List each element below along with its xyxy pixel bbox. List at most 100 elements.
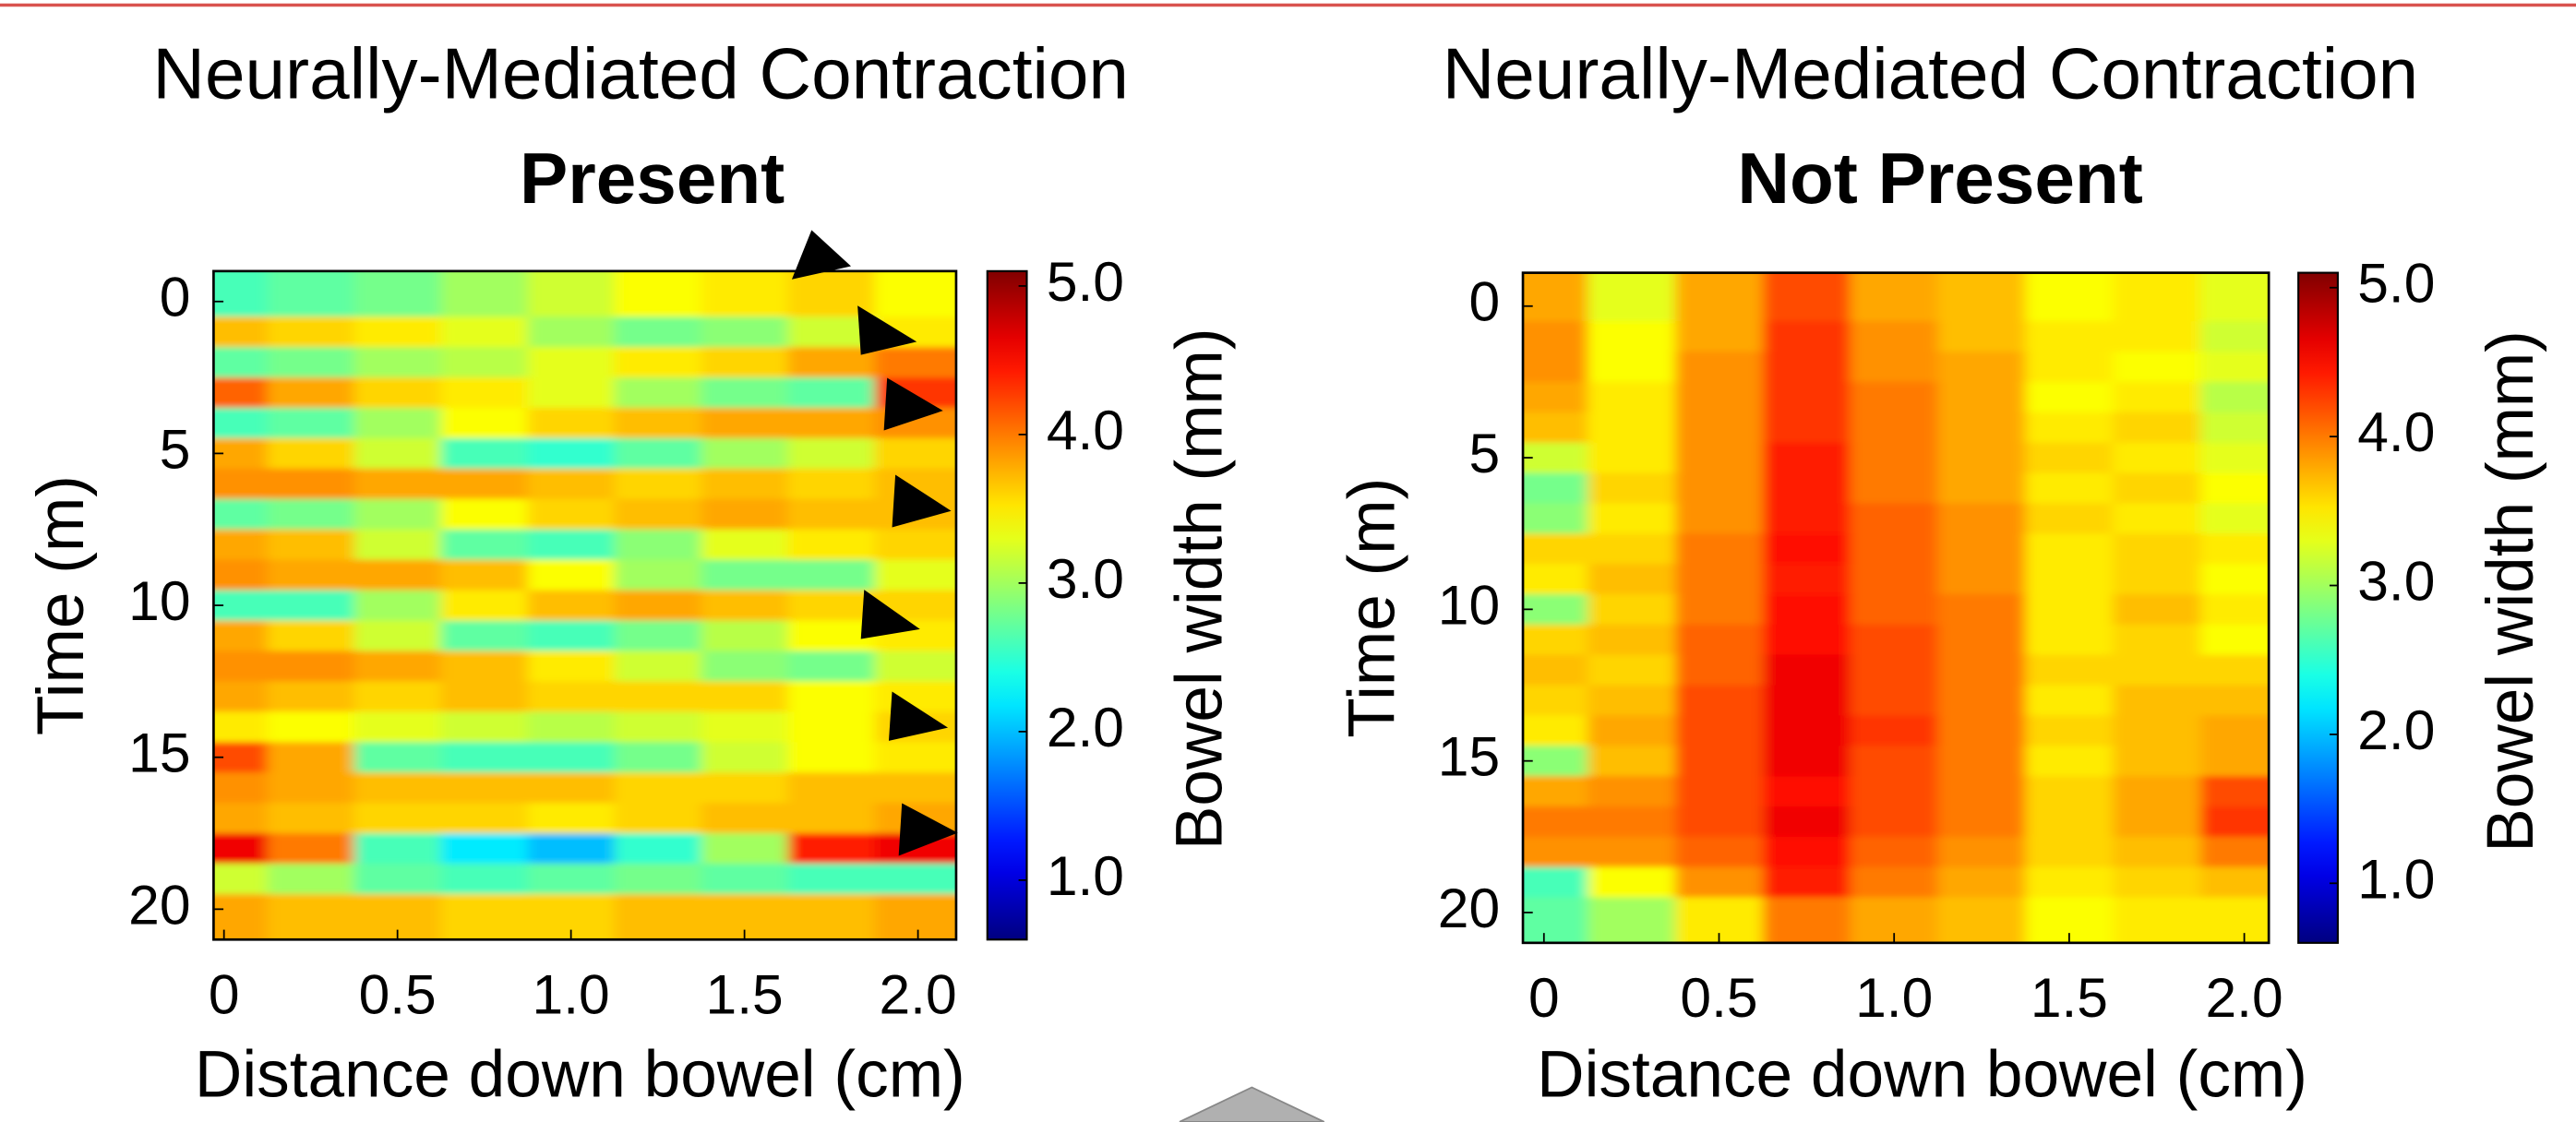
heat-cell [440,408,529,439]
heat-cell [787,498,876,531]
heat-cell [614,651,702,683]
chart-subtitle: Present [520,137,785,219]
heat-cell [1937,836,2027,868]
colorbar [2297,271,2339,944]
heat-cell [353,590,442,622]
heat-cell [267,651,355,683]
heat-cell [1762,503,1851,535]
heat-cell [1523,897,1589,943]
heat-cell [1850,593,1939,626]
heat-cell [1523,352,1589,383]
heat-cell [701,316,789,349]
heat-cell [267,742,355,774]
heat-cell [1850,836,1939,868]
heat-cell [267,559,355,591]
heat-cell [1675,472,1764,505]
heat-cell [701,270,789,318]
heat-cell [1937,412,2027,444]
heat-cell [614,498,702,531]
heat-cell [1675,654,1764,686]
heat-cell [874,893,956,940]
heat-cell [1675,412,1764,444]
heat-cell [353,803,442,834]
heat-cell [2200,564,2270,595]
heat-cell [2113,654,2202,686]
heat-cell [213,711,269,744]
heat-cell [2113,472,2202,505]
y-tick-label: 20 [1438,877,1500,939]
colorbar-tick-label: 5.0 [2357,252,2435,315]
heat-cell [2025,866,2115,899]
heat-cell [701,772,789,804]
heat-cell [213,620,269,652]
heat-cell [2025,624,2115,656]
heat-cell [267,468,355,500]
heat-cell [2200,654,2270,686]
heat-cell [874,529,956,561]
heat-cell [527,498,616,531]
heat-cell [1588,442,1676,474]
heat-cell [267,772,355,804]
heat-cell [527,408,616,439]
heat-cell [213,651,269,683]
heat-cell [1762,412,1851,444]
heat-cell [1523,503,1589,535]
y-tick-label: 20 [128,873,190,936]
y-tick-label: 10 [1438,573,1500,636]
heat-cell [1675,715,1764,747]
heat-cell [267,893,355,940]
heat-cell [614,863,702,895]
heat-cell [614,559,702,591]
heat-cell [213,590,269,622]
heat-cell [1937,624,2027,656]
heat-cell [1850,564,1939,595]
heat-cell [1588,412,1676,444]
heat-cell [213,347,269,378]
heat-cell [527,529,616,561]
x-tick-label: 2.0 [880,962,957,1025]
heat-cell [267,590,355,622]
heat-cell [787,742,876,774]
heat-cell [701,681,789,713]
heat-cell [2200,897,2270,943]
y-axis-label: Time (m) [1336,478,1408,738]
heat-cell [1937,685,2027,717]
heat-cell [440,347,529,378]
x-axis-label: Distance down bowel (cm) [1537,1038,2307,1111]
x-tick-label: 0.5 [1680,966,1757,1029]
heat-cell [1523,593,1589,626]
heat-cell [2113,412,2202,444]
heat-cell [701,377,789,409]
heat-cell [1850,412,1939,444]
heat-cell [1588,654,1676,686]
heat-cell [213,377,269,409]
heat-cell [1588,806,1676,838]
heat-cell [353,270,442,318]
heat-cell [1588,624,1676,656]
heat-cell [213,316,269,349]
heat-cell [1588,715,1676,747]
heat-cell [1762,533,1851,565]
colorbar [986,269,1028,941]
heat-cell [213,863,269,895]
heat-cell [353,681,442,713]
heat-cell [213,437,269,470]
heat-cell [1850,746,1939,777]
heat-cell [527,681,616,713]
heat-cell [1762,685,1851,717]
y-tick-label: 15 [1438,725,1500,788]
heat-cell [527,377,616,409]
heat-cell [787,803,876,834]
heat-cell [614,772,702,804]
heat-cell [2025,564,2115,595]
heat-cell [440,620,529,652]
heat-cell [2025,533,2115,565]
heat-cell [614,468,702,500]
x-tick-label: 1.5 [2031,966,2108,1029]
heatmap [1523,272,2270,943]
heat-cell [1675,836,1764,868]
heat-cell [1850,472,1939,505]
heat-cell [1762,321,1851,352]
heat-cell [787,437,876,470]
